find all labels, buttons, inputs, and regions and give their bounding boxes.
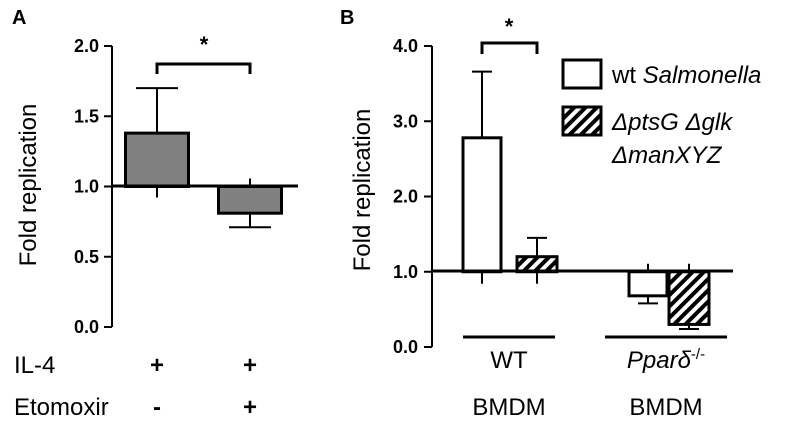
panel-b-bar-wt — [461, 136, 503, 274]
panel-a-tick-label: 1.0 — [74, 177, 99, 197]
legend-label-mutant-line1: ΔptsG Δglk — [611, 109, 734, 136]
group-label-ppard: Pparδ-/- — [627, 346, 705, 374]
panel-b-tick-label: 0.0 — [393, 337, 418, 357]
etomoxir-value-1: - — [153, 394, 161, 421]
panel-b-bars — [461, 70, 711, 330]
row-label-etomoxir: Etomoxir — [14, 394, 109, 421]
panel-b-tick-label: 1.0 — [393, 262, 418, 282]
legend: wt Salmonella ΔptsG Δglk ΔmanXYZ — [561, 58, 761, 169]
panel-b-y-ticks: 0.0 1.0 2.0 3.0 4.0 — [393, 36, 432, 357]
panel-a-tick-label: 0.0 — [74, 317, 99, 337]
panel-b-bar-wt — [627, 270, 669, 298]
etomoxir-value-2: + — [243, 394, 257, 421]
panel-b-tick-label: 3.0 — [393, 111, 418, 131]
panel-b-tick-label: 4.0 — [393, 36, 418, 56]
row-label-il4: IL-4 — [14, 352, 55, 379]
panel-a-letter: A — [12, 7, 26, 29]
group-sub-ppard: BMDM — [629, 394, 702, 421]
panel-b: B Fold replication 0.01.02.03.04.0 * WT … — [340, 7, 761, 421]
panel-a: A Fold replication 0.0 0.5 1.0 1.5 2.0 * IL-… — [12, 7, 298, 421]
group-label-ppard-superscript: -/- — [691, 346, 705, 363]
panel-a-tick-label: 1.5 — [74, 106, 99, 126]
panel-b-bar-mutant — [667, 270, 711, 326]
panel-a-significance-bracket — [155, 62, 252, 74]
panel-a-ylabel: Fold replication — [15, 104, 42, 267]
panel-b-tick-label: 2.0 — [393, 187, 418, 207]
panel-a-tick-label: 0.5 — [74, 247, 99, 267]
legend-swatch-wt — [561, 58, 603, 90]
legend-label-mutant-line2: ΔmanXYZ — [611, 142, 723, 169]
group-label-ppard-base: Pparδ — [627, 347, 692, 374]
panel-a-y-ticks: 0.0 0.5 1.0 1.5 2.0 — [74, 36, 112, 337]
panel-b-letter: B — [340, 7, 354, 29]
legend-swatch-mutant — [561, 105, 603, 137]
panel-a-bar — [124, 131, 190, 188]
group-sub-wt: BMDM — [472, 394, 545, 421]
il4-value-1: + — [150, 352, 164, 379]
panel-b-significance-star: * — [505, 14, 514, 39]
panel-a-bars — [124, 87, 283, 229]
panel-a-significance-star: * — [200, 32, 209, 57]
group-label-wt: WT — [490, 347, 528, 374]
panel-b-significance-bracket — [480, 41, 539, 54]
legend-label-wt: wt Salmonella — [611, 62, 761, 89]
legend-label-wt-italic: Salmonella — [643, 62, 762, 89]
panel-a-bar — [217, 185, 283, 215]
panel-a-tick-label: 2.0 — [74, 36, 99, 56]
il4-value-2: + — [243, 352, 257, 379]
legend-label-wt-prefix: wt — [611, 62, 643, 89]
panel-b-bar-mutant — [515, 255, 559, 274]
panel-b-ylabel: Fold replication — [349, 109, 376, 272]
